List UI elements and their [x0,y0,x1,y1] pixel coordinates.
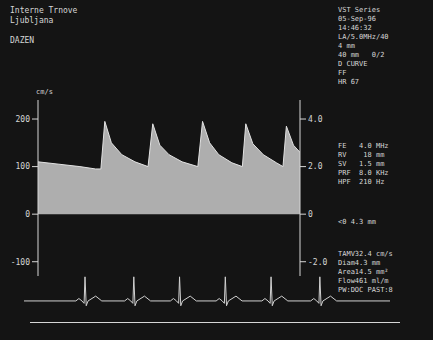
html-text:PW:DOC PAST:8: PW:DOC PAST:8 [338,286,393,294]
svg-text:0: 0 [25,210,30,219]
html-text:Flow461 ml/m: Flow461 ml/m [338,277,389,285]
svg-text:-2.0: -2.0 [308,258,327,267]
html-text:TAMV32.4 cm/s: TAMV32.4 cm/s [338,250,393,258]
html-text:HPF 210 Hz: HPF 210 Hz [338,178,385,186]
html-text:4 mm: 4 mm [338,42,355,50]
html-text:RV 18 mm: RV 18 mm [338,151,385,159]
html-text:Ljubljana: Ljubljana [10,16,54,25]
html-text:D CURVE: D CURVE [338,60,368,68]
html-text:FE 4.0 MHz: FE 4.0 MHz [338,142,389,150]
html-text:<0 4.3 mm: <0 4.3 mm [338,218,376,226]
html-text:FF: FF [338,69,347,77]
html-text:14:46:32: 14:46:32 [338,24,372,32]
html-text:SV 1.5 mm: SV 1.5 mm [338,160,385,168]
html-text:HR 67: HR 67 [338,78,360,86]
svg-text:2.0: 2.0 [308,162,323,171]
html-text:Area14.5 mm²: Area14.5 mm² [338,268,389,276]
svg-text:200: 200 [16,115,31,124]
html-text:05-Sep-96: 05-Sep-96 [338,15,376,23]
svg-text:-100: -100 [11,258,30,267]
html-text:cm/s: cm/s [36,88,53,96]
svg-text:4.0: 4.0 [308,115,323,124]
html-text:Interne Trnove: Interne Trnove [10,6,78,15]
html-text:VST Series: VST Series [338,6,381,14]
svg-text:0: 0 [308,210,313,219]
html-text:Diam4.3 mm: Diam4.3 mm [338,259,381,267]
html-text:LA/5.0MHz/40: LA/5.0MHz/40 [338,33,389,41]
svg-text:100: 100 [16,162,31,171]
html-text:DAZEN: DAZEN [10,36,35,45]
html-text:PRF 8.0 KHz: PRF 8.0 KHz [338,169,389,177]
html-text:40 mm 0/2: 40 mm 0/2 [338,51,385,59]
